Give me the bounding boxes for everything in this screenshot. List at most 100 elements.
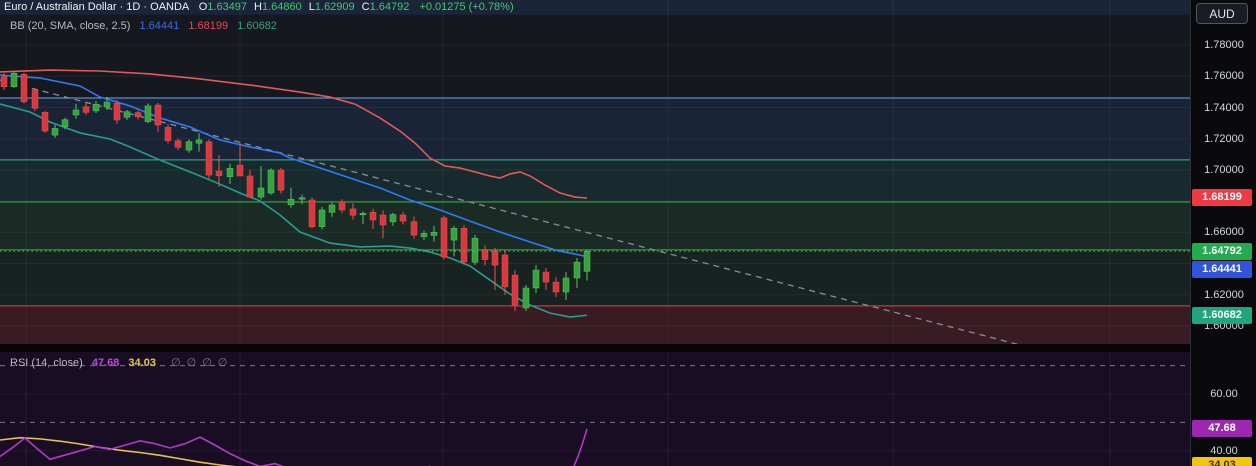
ohlc-letter: L <box>308 1 315 13</box>
candle-body[interactable] <box>583 250 591 272</box>
candle-body[interactable] <box>542 271 550 283</box>
exchange-label[interactable]: OANDA <box>150 1 189 13</box>
candle-body[interactable] <box>522 287 530 309</box>
candle-body[interactable] <box>257 187 265 198</box>
candle-body[interactable] <box>20 74 28 102</box>
price-pane[interactable] <box>0 0 1190 345</box>
rsi-chart-canvas[interactable] <box>0 352 1190 466</box>
bb-basis-label: 1.64441 <box>1192 260 1252 278</box>
candle-body[interactable] <box>318 209 326 227</box>
price-chart-canvas[interactable] <box>0 0 1190 345</box>
candle-body[interactable] <box>154 104 162 126</box>
candle-body[interactable] <box>0 76 8 88</box>
bb-upper-band-line <box>0 69 588 199</box>
candle-body[interactable] <box>552 281 560 293</box>
bb-basis-value: 1.64441 <box>139 20 180 32</box>
candle-body[interactable] <box>389 214 397 223</box>
resistance-zone-blue <box>0 97 1190 160</box>
candle-body[interactable] <box>338 201 346 211</box>
candle-body[interactable] <box>205 141 213 176</box>
rsi-pane[interactable] <box>0 352 1190 466</box>
candle-body[interactable] <box>215 170 223 176</box>
price-tick-label: 1.62000 <box>1204 288 1244 301</box>
candle-body[interactable] <box>349 208 357 216</box>
candle-body[interactable] <box>410 221 418 236</box>
candle-body[interactable] <box>195 139 203 144</box>
bb-lower-value: 1.60682 <box>237 20 277 32</box>
candle-body[interactable] <box>123 111 131 118</box>
price-tick-label: 1.72000 <box>1204 132 1244 145</box>
candle-body[interactable] <box>369 212 377 221</box>
rsi-tick-label: 40.00 <box>1210 444 1238 457</box>
candle-body[interactable] <box>144 105 152 122</box>
rsi-legend-label[interactable]: RSI (14, close) <box>10 357 83 369</box>
candle-body[interactable] <box>236 164 244 177</box>
symbol-legend[interactable]: Euro / Australian Dollar · 1D · OANDA O1… <box>4 1 514 13</box>
empty-set-icon: ∅ <box>217 357 228 369</box>
candle-body[interactable] <box>174 140 182 148</box>
candle-body[interactable] <box>450 227 458 241</box>
candle-body[interactable] <box>267 169 275 194</box>
ohlc-values: O1.63497 H1.64860 L1.62909 C1.64792 <box>192 1 410 13</box>
symbol-title[interactable]: Euro / Australian Dollar <box>4 1 117 13</box>
candle-body[interactable] <box>420 233 428 238</box>
pane-separator[interactable] <box>0 344 1256 352</box>
price-tick-label: 1.66000 <box>1204 226 1244 239</box>
candle-body[interactable] <box>491 250 499 266</box>
candle-body[interactable] <box>164 127 172 141</box>
candle-body[interactable] <box>246 175 254 198</box>
candle-body[interactable] <box>226 168 234 178</box>
candle-body[interactable] <box>298 197 306 200</box>
bb-upper-value: 1.68199 <box>188 20 229 32</box>
rsi-line <box>0 428 588 466</box>
candle-body[interactable] <box>72 109 80 116</box>
ohlc-value: 1.64792 <box>369 1 410 13</box>
candle-body[interactable] <box>61 119 69 127</box>
candle-body[interactable] <box>10 73 18 88</box>
candle-body[interactable] <box>573 261 581 279</box>
candle-body[interactable] <box>31 89 39 109</box>
candle-body[interactable] <box>41 112 49 132</box>
candle-body[interactable] <box>501 254 509 288</box>
candle-body[interactable] <box>440 217 448 258</box>
candle-body[interactable] <box>277 169 285 191</box>
candle-body[interactable] <box>511 274 519 306</box>
rsi-empty-values: ∅ ∅ ∅ ∅ <box>165 357 227 369</box>
rsi-ma-label: 34.03 <box>1192 457 1252 466</box>
bb-lower-band-line <box>0 103 588 318</box>
candle-body[interactable] <box>185 141 193 151</box>
candle-body[interactable] <box>532 269 540 289</box>
price-tick-label: 1.74000 <box>1204 101 1244 114</box>
currency-button[interactable]: AUD <box>1196 3 1248 24</box>
ohlc-letter: C <box>361 1 370 13</box>
bb-indicator-legend[interactable]: BB (20, SMA, close, 2.5) 1.64441 1.68199… <box>4 20 277 32</box>
candle-body[interactable] <box>51 128 59 136</box>
candle-body[interactable] <box>328 204 336 213</box>
candle-body[interactable] <box>379 214 387 226</box>
rsi-indicator-legend[interactable]: RSI (14, close) 47.68 34.03 ∅ ∅ ∅ ∅ <box>4 356 227 369</box>
rsi-tick-label: 60.00 <box>1210 388 1238 400</box>
candle-body[interactable] <box>113 103 121 121</box>
rsi-ma-line <box>0 436 236 466</box>
candle-body[interactable] <box>430 232 438 236</box>
candle-body[interactable] <box>359 213 367 216</box>
bb-legend-label[interactable]: BB (20, SMA, close, 2.5) <box>10 20 131 32</box>
candle-body[interactable] <box>562 277 570 293</box>
candle-body[interactable] <box>471 237 479 263</box>
empty-set-icon: ∅ <box>171 357 181 369</box>
timeframe-label[interactable]: 1D <box>126 1 141 13</box>
candle-body[interactable] <box>399 214 407 222</box>
candle-body[interactable] <box>134 112 142 117</box>
candle-body[interactable] <box>287 198 295 206</box>
candle-body[interactable] <box>308 199 316 227</box>
change-value: +0.01275 (+0.78%) <box>419 1 514 13</box>
price-axis[interactable]: AUD 1.78000 1.76000 1.74000 1.72000 1.70000 1… <box>1190 0 1256 466</box>
candle-body[interactable] <box>460 227 468 263</box>
candle-body[interactable] <box>92 103 100 112</box>
candle-body[interactable] <box>481 249 489 260</box>
rsi-value: 47.68 <box>91 357 120 369</box>
zone-teal <box>0 159 1190 203</box>
candle-body[interactable] <box>82 106 90 113</box>
candle-body[interactable] <box>103 101 111 108</box>
